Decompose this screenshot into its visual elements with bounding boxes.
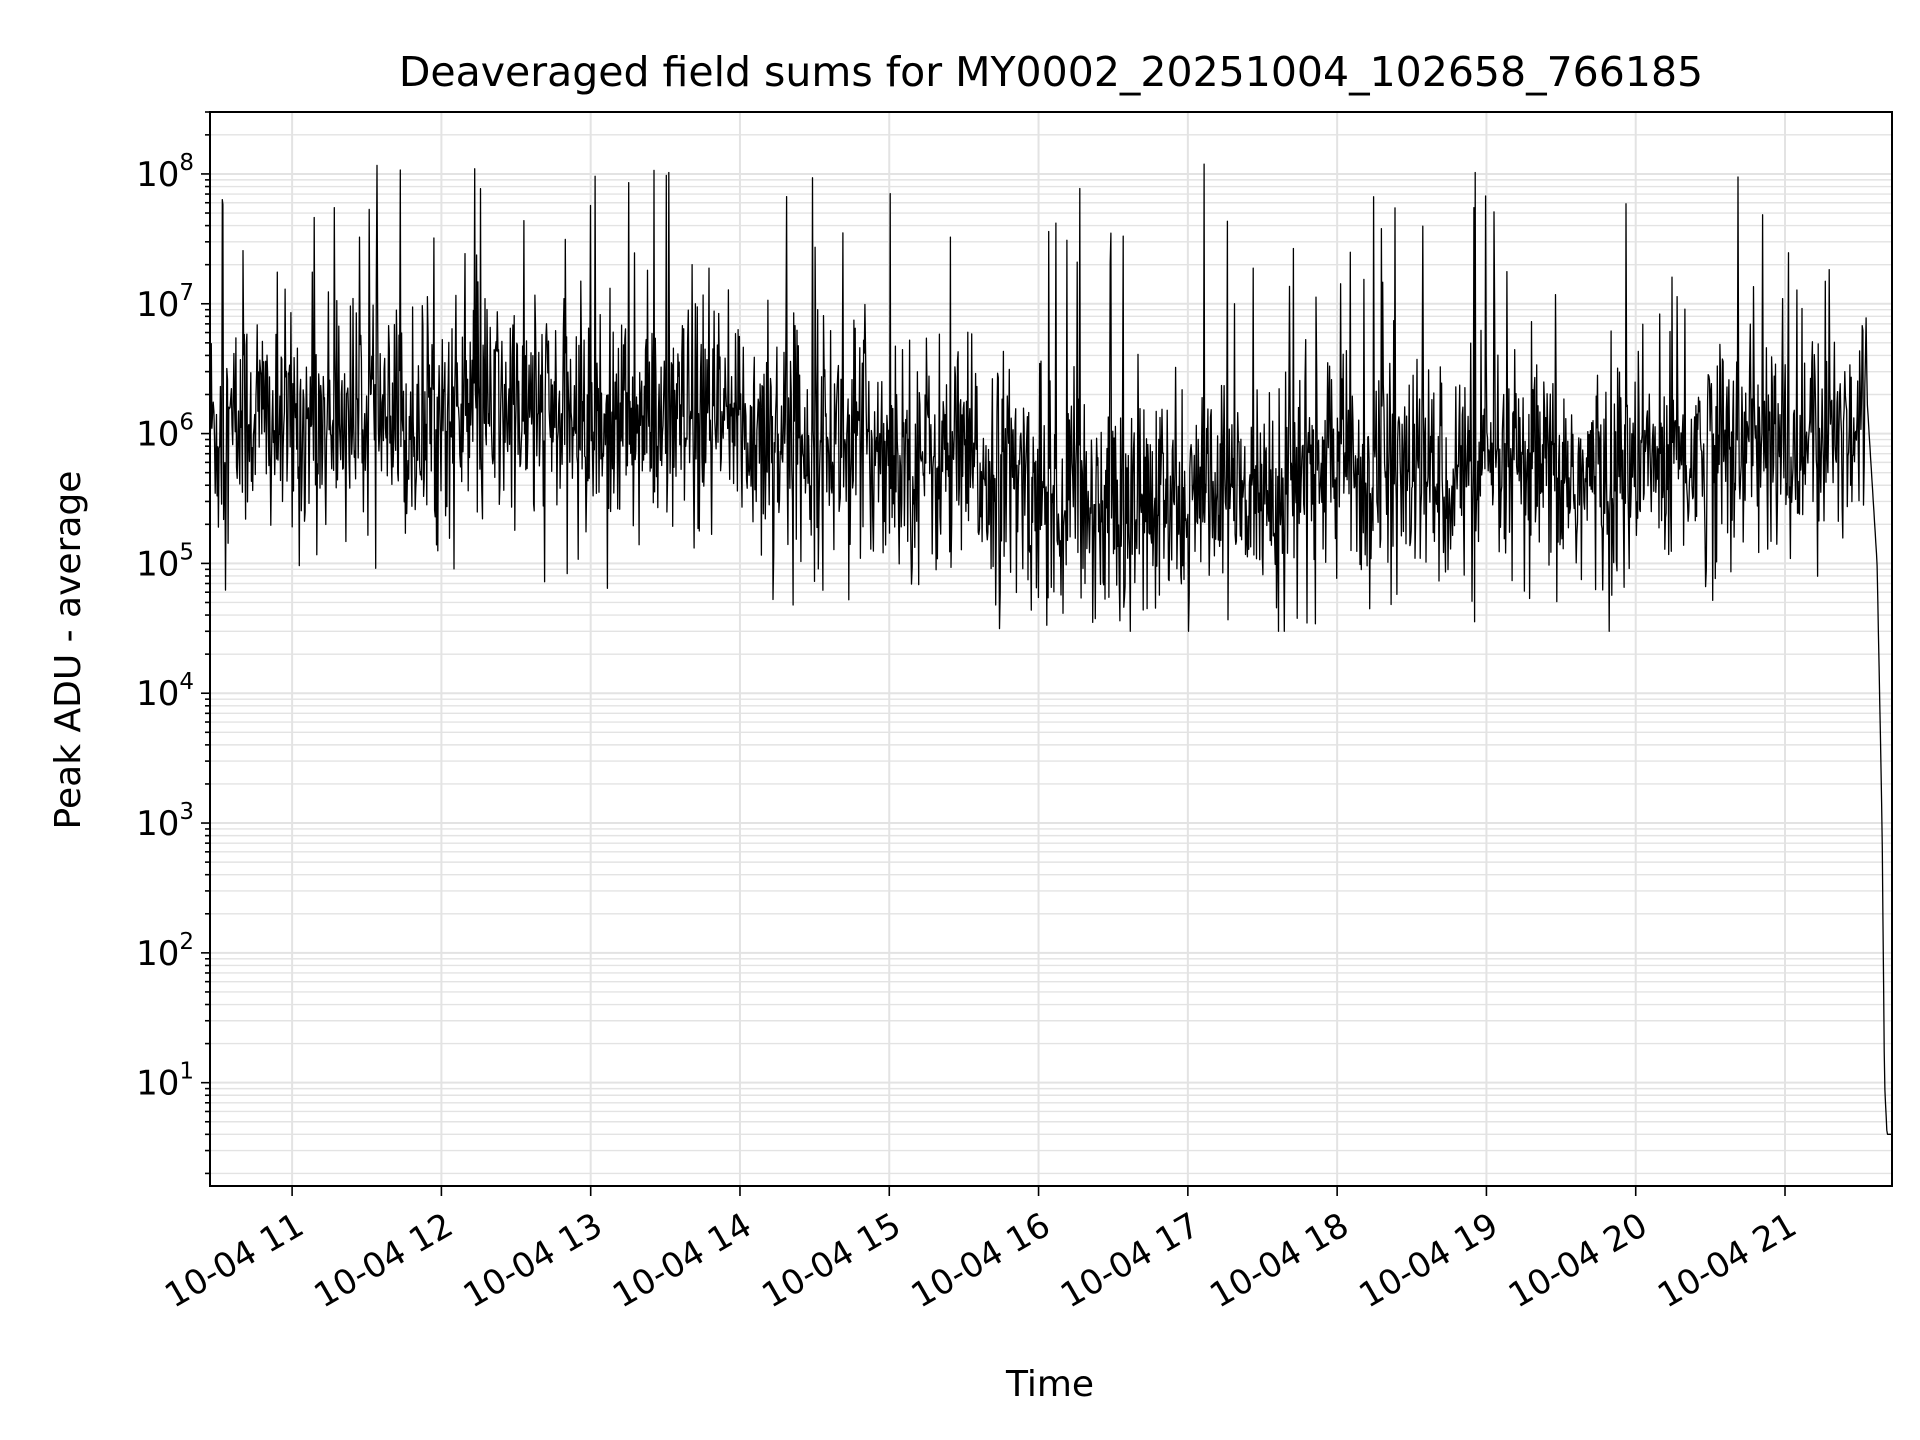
series-line — [209, 163, 1893, 1135]
y-tick-exponent: 3 — [179, 799, 194, 825]
y-tick-label: 104 — [136, 669, 194, 714]
x-axis-title: Time — [1005, 1364, 1094, 1405]
data-series — [209, 163, 1893, 1135]
y-tick-exponent: 4 — [179, 669, 194, 695]
chart-title: Deaveraged field sums for MY0002_2025100… — [399, 48, 1703, 96]
y-tick-exponent: 5 — [179, 539, 194, 565]
y-tick-exponent: 7 — [179, 280, 194, 306]
y-tick-exponent: 1 — [179, 1059, 194, 1085]
y-axis-title: Peak ADU - average — [48, 471, 89, 830]
y-tick-base: 10 — [136, 674, 179, 714]
y-tick-exponent: 2 — [179, 929, 194, 955]
y-tick-label: 106 — [136, 410, 194, 455]
y-tick-label: 105 — [136, 539, 194, 584]
y-tick-label: 103 — [136, 799, 194, 844]
y-tick-label: 102 — [136, 929, 194, 974]
y-tick-label: 101 — [136, 1059, 194, 1104]
y-tick-base: 10 — [136, 544, 179, 584]
y-tick-base: 10 — [136, 804, 179, 844]
y-tick-label: 107 — [136, 280, 194, 325]
y-tick-base: 10 — [136, 285, 179, 325]
y-tick-label: 108 — [136, 150, 194, 195]
y-tick-base: 10 — [136, 934, 179, 974]
y-tick-base: 10 — [136, 1064, 179, 1104]
y-tick-base: 10 — [136, 155, 179, 195]
plot-frame — [209, 111, 1893, 1187]
y-tick-exponent: 8 — [179, 150, 194, 176]
y-tick-base: 10 — [136, 415, 179, 455]
y-tick-exponent: 6 — [179, 410, 194, 436]
